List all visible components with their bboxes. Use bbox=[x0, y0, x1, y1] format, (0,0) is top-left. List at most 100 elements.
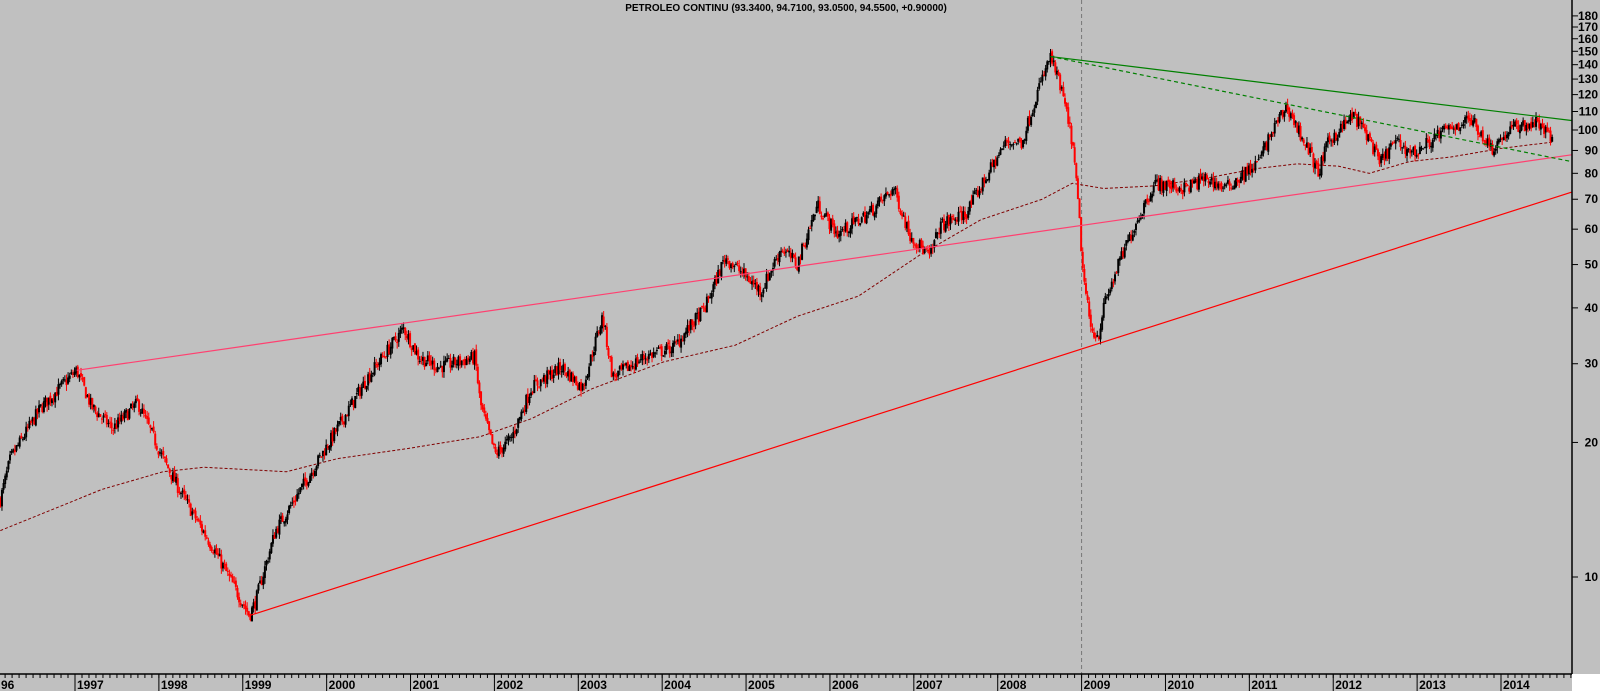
candle-body bbox=[713, 277, 716, 285]
candle-body bbox=[1412, 147, 1415, 151]
candle-body bbox=[828, 217, 831, 230]
candle-body bbox=[734, 264, 737, 266]
candle-body bbox=[1462, 124, 1465, 126]
candle-body bbox=[1034, 102, 1037, 108]
candle-body bbox=[405, 335, 408, 339]
candle-body bbox=[604, 325, 607, 328]
candle-body bbox=[180, 493, 183, 495]
candle-body bbox=[1499, 138, 1502, 140]
candle-body bbox=[1520, 124, 1523, 131]
candle-body bbox=[1260, 151, 1263, 156]
candle-body bbox=[1139, 216, 1142, 220]
candle-body bbox=[439, 365, 442, 367]
candle-body bbox=[1514, 121, 1517, 127]
candle-body bbox=[75, 367, 78, 374]
candle-body bbox=[1394, 139, 1397, 144]
candle-body bbox=[1097, 336, 1100, 340]
candle-body bbox=[447, 358, 450, 360]
candle-body bbox=[599, 326, 602, 335]
candle-body bbox=[1460, 124, 1463, 126]
candle-body bbox=[639, 359, 642, 361]
candle-body bbox=[823, 214, 826, 218]
candle-body bbox=[960, 210, 963, 221]
candle-body bbox=[110, 422, 113, 429]
candle-body bbox=[936, 232, 939, 234]
candle-body bbox=[994, 159, 997, 166]
candle-body bbox=[401, 327, 404, 330]
candle-body bbox=[863, 212, 866, 223]
candle-body bbox=[118, 417, 121, 421]
candle-body bbox=[549, 370, 552, 375]
candle-body bbox=[18, 437, 21, 447]
candle-body bbox=[1455, 124, 1458, 129]
candle-body bbox=[1522, 120, 1525, 125]
candle-body bbox=[176, 478, 179, 493]
candle-body bbox=[20, 435, 23, 439]
candle-body bbox=[667, 342, 670, 345]
candle-body bbox=[1209, 181, 1212, 185]
candle-body bbox=[36, 408, 39, 414]
candle-body bbox=[1202, 176, 1205, 182]
candle-body bbox=[967, 210, 970, 218]
candle-body bbox=[1451, 126, 1454, 130]
candle-body bbox=[775, 259, 778, 261]
candle-body bbox=[1218, 184, 1221, 186]
candle-body bbox=[217, 553, 220, 556]
candle-body bbox=[296, 494, 299, 501]
candle-body bbox=[1459, 127, 1462, 132]
candle-body bbox=[430, 360, 433, 366]
candle-body bbox=[255, 590, 258, 611]
candle-body bbox=[339, 416, 342, 421]
candle-body bbox=[494, 447, 497, 453]
candle-body bbox=[1107, 294, 1110, 297]
candle-body bbox=[117, 417, 120, 428]
candle-body bbox=[1088, 301, 1091, 317]
candle-body bbox=[1457, 123, 1460, 130]
candle-body bbox=[1215, 181, 1218, 187]
candle-body bbox=[284, 518, 287, 523]
candle-body bbox=[912, 237, 915, 244]
candle-body bbox=[115, 424, 118, 429]
candle-body bbox=[681, 340, 684, 342]
candle-body bbox=[1247, 165, 1250, 175]
candle-body bbox=[1196, 179, 1199, 190]
candle-body bbox=[157, 451, 160, 455]
candle-body bbox=[997, 155, 1000, 157]
candle-body bbox=[755, 282, 758, 290]
candle-body bbox=[105, 414, 108, 425]
candle-body bbox=[404, 327, 407, 336]
candle-body bbox=[594, 336, 597, 352]
candle-body bbox=[844, 222, 847, 232]
candle-body bbox=[701, 306, 704, 308]
candle-body bbox=[31, 417, 34, 422]
candle-body bbox=[1396, 138, 1399, 140]
candle-body bbox=[1441, 127, 1444, 129]
candle-body bbox=[1359, 116, 1362, 124]
candle-body bbox=[460, 360, 463, 366]
candle-body bbox=[412, 345, 415, 350]
candle-body bbox=[341, 415, 344, 422]
candle-body bbox=[4, 475, 7, 485]
candle-body bbox=[249, 614, 252, 620]
candle-body bbox=[891, 189, 894, 195]
candle-body bbox=[1349, 114, 1352, 121]
candle-body bbox=[557, 362, 560, 375]
x-tick-label: 2008 bbox=[1000, 678, 1027, 691]
candle-body bbox=[223, 564, 226, 566]
candle-body bbox=[1126, 240, 1129, 243]
candle-body bbox=[1220, 183, 1223, 190]
candle-body bbox=[305, 480, 308, 486]
candle-body bbox=[1217, 183, 1220, 189]
candle-body bbox=[1331, 140, 1334, 143]
candle-body bbox=[1120, 251, 1123, 260]
candle-body bbox=[633, 367, 636, 370]
candle-body bbox=[1109, 289, 1112, 294]
candle-body bbox=[1223, 184, 1226, 187]
candle-body bbox=[399, 329, 402, 334]
candle-body bbox=[262, 576, 265, 586]
candle-body bbox=[518, 417, 521, 421]
candle-body bbox=[1244, 167, 1247, 182]
candle-body bbox=[607, 347, 610, 356]
candle-body bbox=[688, 324, 691, 332]
candle-body bbox=[625, 362, 628, 366]
